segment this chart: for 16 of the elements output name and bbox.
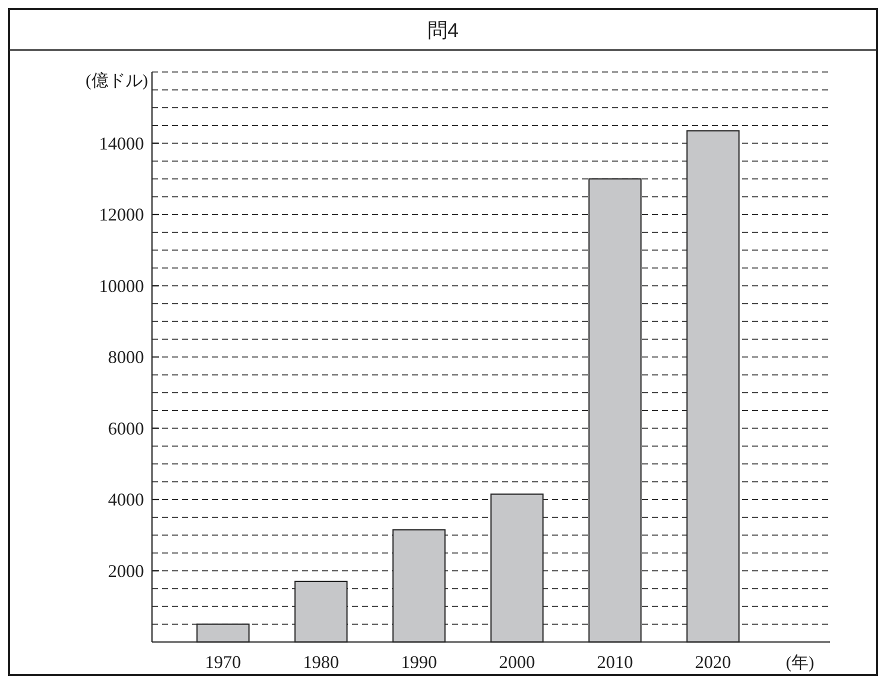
x-tick-label: 2020 <box>695 652 731 672</box>
y-tick-label: 10000 <box>99 276 144 296</box>
y-tick-label: 2000 <box>108 560 144 581</box>
x-axis-title: (年) <box>786 653 814 672</box>
x-tick-label: 2000 <box>499 652 535 672</box>
y-tick-label: 8000 <box>108 347 144 367</box>
x-tick-label: 1980 <box>303 652 339 672</box>
y-tick-label: 4000 <box>108 490 144 510</box>
x-tick-label: 1990 <box>401 652 437 672</box>
y-tick-label: 6000 <box>108 418 144 438</box>
x-tick-label: 1970 <box>205 652 241 672</box>
y-tick-label: 14000 <box>99 133 144 154</box>
chart-title: 問4 <box>427 20 459 42</box>
y-axis-title: (億ドル) <box>86 71 148 90</box>
x-tick-label: 2010 <box>597 652 633 672</box>
y-tick-label: 12000 <box>99 204 144 224</box>
